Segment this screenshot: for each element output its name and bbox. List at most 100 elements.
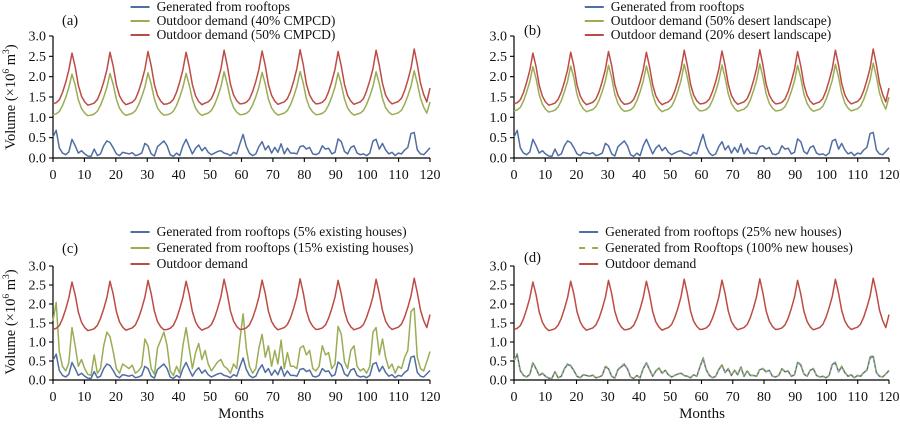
y-axis-title-bottom: Volume (×106 m3) (2, 269, 20, 374)
x-tick-label: 70 (726, 390, 740, 405)
legend-label: Generated from Rooftops (100% new houses… (605, 240, 853, 255)
legend-label: Generated from rooftops (610, 0, 745, 14)
series-line-green-d (513, 352, 890, 380)
y-tick-label: 0.5 (490, 355, 508, 370)
y-tick-label: 3.0 (29, 260, 47, 275)
x-tick-label: 70 (266, 390, 280, 405)
legend-line-sample (584, 34, 604, 36)
legend-line-sample (130, 231, 150, 233)
y-tick-label: 2.5 (29, 279, 47, 294)
y-axis-title-text: ) (2, 269, 19, 275)
x-tick-label: 90 (329, 168, 343, 183)
x-tick-label: 0 (50, 390, 57, 405)
x-tick-label: 40 (632, 168, 646, 183)
legend-chart-c: Generated from rooftops (5% existing hou… (130, 224, 414, 272)
y-tick-label: 1.5 (29, 317, 47, 332)
y-tick-label: 2.5 (490, 279, 508, 294)
y-tick-label: 1.0 (29, 336, 47, 351)
x-tick-label: 20 (109, 390, 123, 405)
x-tick-label: 90 (788, 168, 802, 183)
series-line-blue-c (52, 353, 431, 380)
x-tick-label: 20 (570, 390, 584, 405)
y-tick-label: 1.5 (490, 317, 508, 332)
y-tick-label: 1.0 (490, 336, 508, 351)
x-tick-label: 90 (329, 390, 343, 405)
legend-line-sample (579, 231, 599, 233)
y-axis-title-exponent: 3 (2, 274, 13, 279)
y-tick-label: 0.0 (29, 374, 47, 389)
legend-label: Outdoor demand (50% desert landscape) (610, 13, 832, 28)
legend-line-sample (579, 247, 599, 249)
x-tick-label: 100 (816, 390, 837, 405)
legend-line-sample (130, 263, 150, 265)
y-axis-title-exponent: 6 (2, 293, 13, 299)
y-tick-label: 3.0 (490, 30, 508, 45)
panel-label-b: (b) (524, 23, 541, 39)
y-axis-title-text: m (2, 278, 19, 294)
x-tick-label: 40 (632, 390, 646, 405)
y-axis-title-text: Volume (×10 (2, 73, 19, 150)
y-tick-label: 2.0 (490, 70, 508, 85)
x-tick-label: 120 (420, 390, 441, 405)
x-tick-label: 70 (266, 168, 280, 183)
x-tick-label: 10 (538, 390, 552, 405)
plot-area-c: 0.0 0.5 1.0 1.5 2.0 2.5 3.0 0 10 20 30 40 50 60 70 80 90… (29, 260, 441, 406)
legend-line-sample (130, 6, 150, 8)
legend-item: Generated from rooftops (25% new houses) (579, 224, 853, 240)
plot-area-a: 0.0 0.5 1.0 1.5 2.0 2.5 3.0 0 10 20 30 40 50 60 70 80 90… (29, 30, 441, 184)
x-tick-label: 70 (726, 168, 740, 183)
y-axis-title-text: m (2, 53, 19, 69)
x-tick-label: 10 (77, 168, 91, 183)
plot-area-d: 0.0 0.5 1.0 1.5 2.0 2.5 3.0 0 10 20 30 40 50 60 70 80 90… (490, 260, 900, 406)
y-tick-label: 1.5 (490, 91, 508, 106)
x-tick-label: 80 (757, 168, 771, 183)
x-axis-title-right: Months (679, 406, 725, 422)
y-tick-label: 2.5 (29, 50, 47, 65)
x-tick-label: 60 (235, 168, 249, 183)
series-line-blue-b (513, 129, 890, 158)
legend-chart-d: Generated from rooftops (25% new houses)… (579, 224, 853, 272)
legend-item: Outdoor demand (40% CMPCD) (130, 14, 335, 28)
x-tick-label: 50 (663, 390, 677, 405)
legend-item: Generated from rooftops (584, 0, 831, 14)
x-tick-label: 110 (848, 168, 868, 183)
legend-line-sample (579, 263, 599, 265)
legend-label: Outdoor demand (156, 256, 248, 271)
y-tick-label: 2.0 (29, 70, 47, 85)
x-tick-label: 50 (663, 168, 677, 183)
series-line-green-c (52, 301, 431, 377)
x-tick-label: 90 (788, 390, 802, 405)
series-line-red-a (52, 48, 431, 106)
legend-item: Outdoor demand (20% desert landscape) (584, 27, 832, 42)
legend-line-sample (584, 20, 604, 22)
legend-line-sample (584, 6, 604, 8)
series-line-blue-a (52, 129, 431, 158)
panel-label-d: (d) (524, 250, 541, 266)
legend-item: Outdoor demand (130, 256, 414, 272)
y-tick-label: 3.0 (29, 30, 47, 45)
panel-label-c: (c) (62, 241, 79, 257)
x-tick-label: 40 (172, 168, 186, 183)
y-tick-label: 2.5 (490, 50, 508, 65)
y-tick-label: 1.5 (29, 91, 47, 106)
legend-item: Generated from rooftops (5% existing hou… (130, 224, 414, 240)
x-tick-label: 0 (50, 168, 57, 183)
legend-label: Outdoor demand (20% desert landscape) (610, 27, 832, 42)
y-tick-label: 1.0 (490, 111, 508, 126)
legend-label: Generated from rooftops (156, 0, 291, 14)
x-tick-label: 80 (297, 390, 311, 405)
legend-label: Generated from rooftops (15% existing ho… (156, 240, 414, 255)
x-tick-label: 20 (109, 168, 123, 183)
y-axis-title-text: ) (2, 44, 19, 50)
legend-item: Generated from rooftops (15% existing ho… (130, 240, 414, 256)
y-axis-title-text: Volume (×10 (2, 298, 19, 375)
x-tick-label: 0 (511, 390, 518, 405)
plot-area-b: 0.0 0.5 1.0 1.5 2.0 2.5 3.0 0 10 20 30 40 50 60 70 80 90… (490, 30, 900, 184)
series-line-red-b (513, 48, 890, 106)
legend-item: Outdoor demand (50% desert landscape) (584, 13, 832, 28)
y-tick-label: 0.5 (29, 355, 47, 370)
series-line-red-d (513, 277, 890, 332)
x-tick-label: 120 (420, 168, 441, 183)
x-tick-label: 60 (695, 168, 709, 183)
x-tick-label: 10 (77, 390, 91, 405)
